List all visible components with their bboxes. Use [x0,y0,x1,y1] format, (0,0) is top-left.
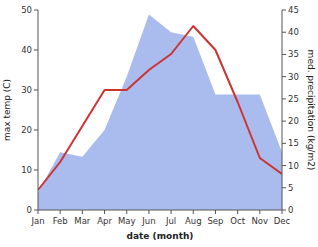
plot-area [38,14,282,210]
x-tick-label: Mar [74,216,91,226]
y-tick [34,130,38,131]
y-tick [34,170,38,171]
y-tick [34,210,38,211]
y2-tick-label: 5 [288,183,293,193]
y2-tick-label: 45 [288,5,299,15]
y-axis-label: max temp (C) [2,79,12,141]
y2-tick [282,165,286,166]
x-tick [38,210,39,214]
y2-axis-line [282,10,283,210]
x-tick-label: Apr [97,216,112,226]
x-tick-label: Oct [230,216,245,226]
y-tick-label: 10 [21,165,32,175]
x-tick-label: Jun [141,216,155,226]
x-tick [104,210,105,214]
y2-tick [282,32,286,33]
y2-tick [282,187,286,188]
x-tick-label: Jul [165,216,176,226]
x-tick-label: Nov [252,216,269,226]
y2-tick-label: 35 [288,49,299,59]
y2-tick [282,54,286,55]
y2-tick [282,143,286,144]
x-tick [60,210,61,214]
y-tick-label: 20 [21,125,32,135]
y2-tick-label: 25 [288,94,299,104]
x-tick [82,210,83,214]
y-tick-label: 50 [21,5,32,15]
x-tick [193,210,194,214]
y-tick-label: 40 [21,45,32,55]
x-tick [215,210,216,214]
y2-tick [282,98,286,99]
x-tick-label: May [118,216,136,226]
y2-tick [282,210,286,211]
temperature-line [38,26,282,190]
y-tick-label: 30 [21,85,32,95]
x-axis-label: date (month) [127,231,194,241]
x-tick-label: Feb [53,216,68,226]
x-tick [171,210,172,214]
y-tick [34,10,38,11]
y2-tick-label: 0 [288,205,293,215]
chart: 0 10 20 30 40 50 0 5 10 15 20 25 30 35 40 45 Jan Feb Mar Ap… [0,0,318,247]
precipitation-area [38,14,282,210]
y-tick-label: 0 [27,205,32,215]
x-tick [237,210,238,214]
y2-tick [282,10,286,11]
y2-tick-label: 15 [288,138,299,148]
axes: 0 10 20 30 40 50 0 5 10 15 20 25 30 35 40 45 Jan Feb Mar Ap… [21,5,299,226]
x-tick [259,210,260,214]
y-tick [34,90,38,91]
x-axis-line [38,210,282,211]
x-tick-label: Dec [274,216,291,226]
x-tick-label: Aug [185,216,202,226]
y2-tick-label: 10 [288,161,299,171]
x-tick [282,210,283,214]
y2-tick [282,76,286,77]
y-axis-line [38,10,39,210]
y2-tick [282,121,286,122]
y2-axis-label: med. precipitation (kg/m2) [306,50,316,171]
x-tick [126,210,127,214]
y2-tick-label: 30 [288,72,299,82]
x-tick [148,210,149,214]
x-tick-label: Sep [207,216,223,226]
x-tick-label: Jan [30,216,44,226]
y-tick [34,50,38,51]
y2-tick-label: 40 [288,27,299,37]
y2-tick-label: 20 [288,116,299,126]
